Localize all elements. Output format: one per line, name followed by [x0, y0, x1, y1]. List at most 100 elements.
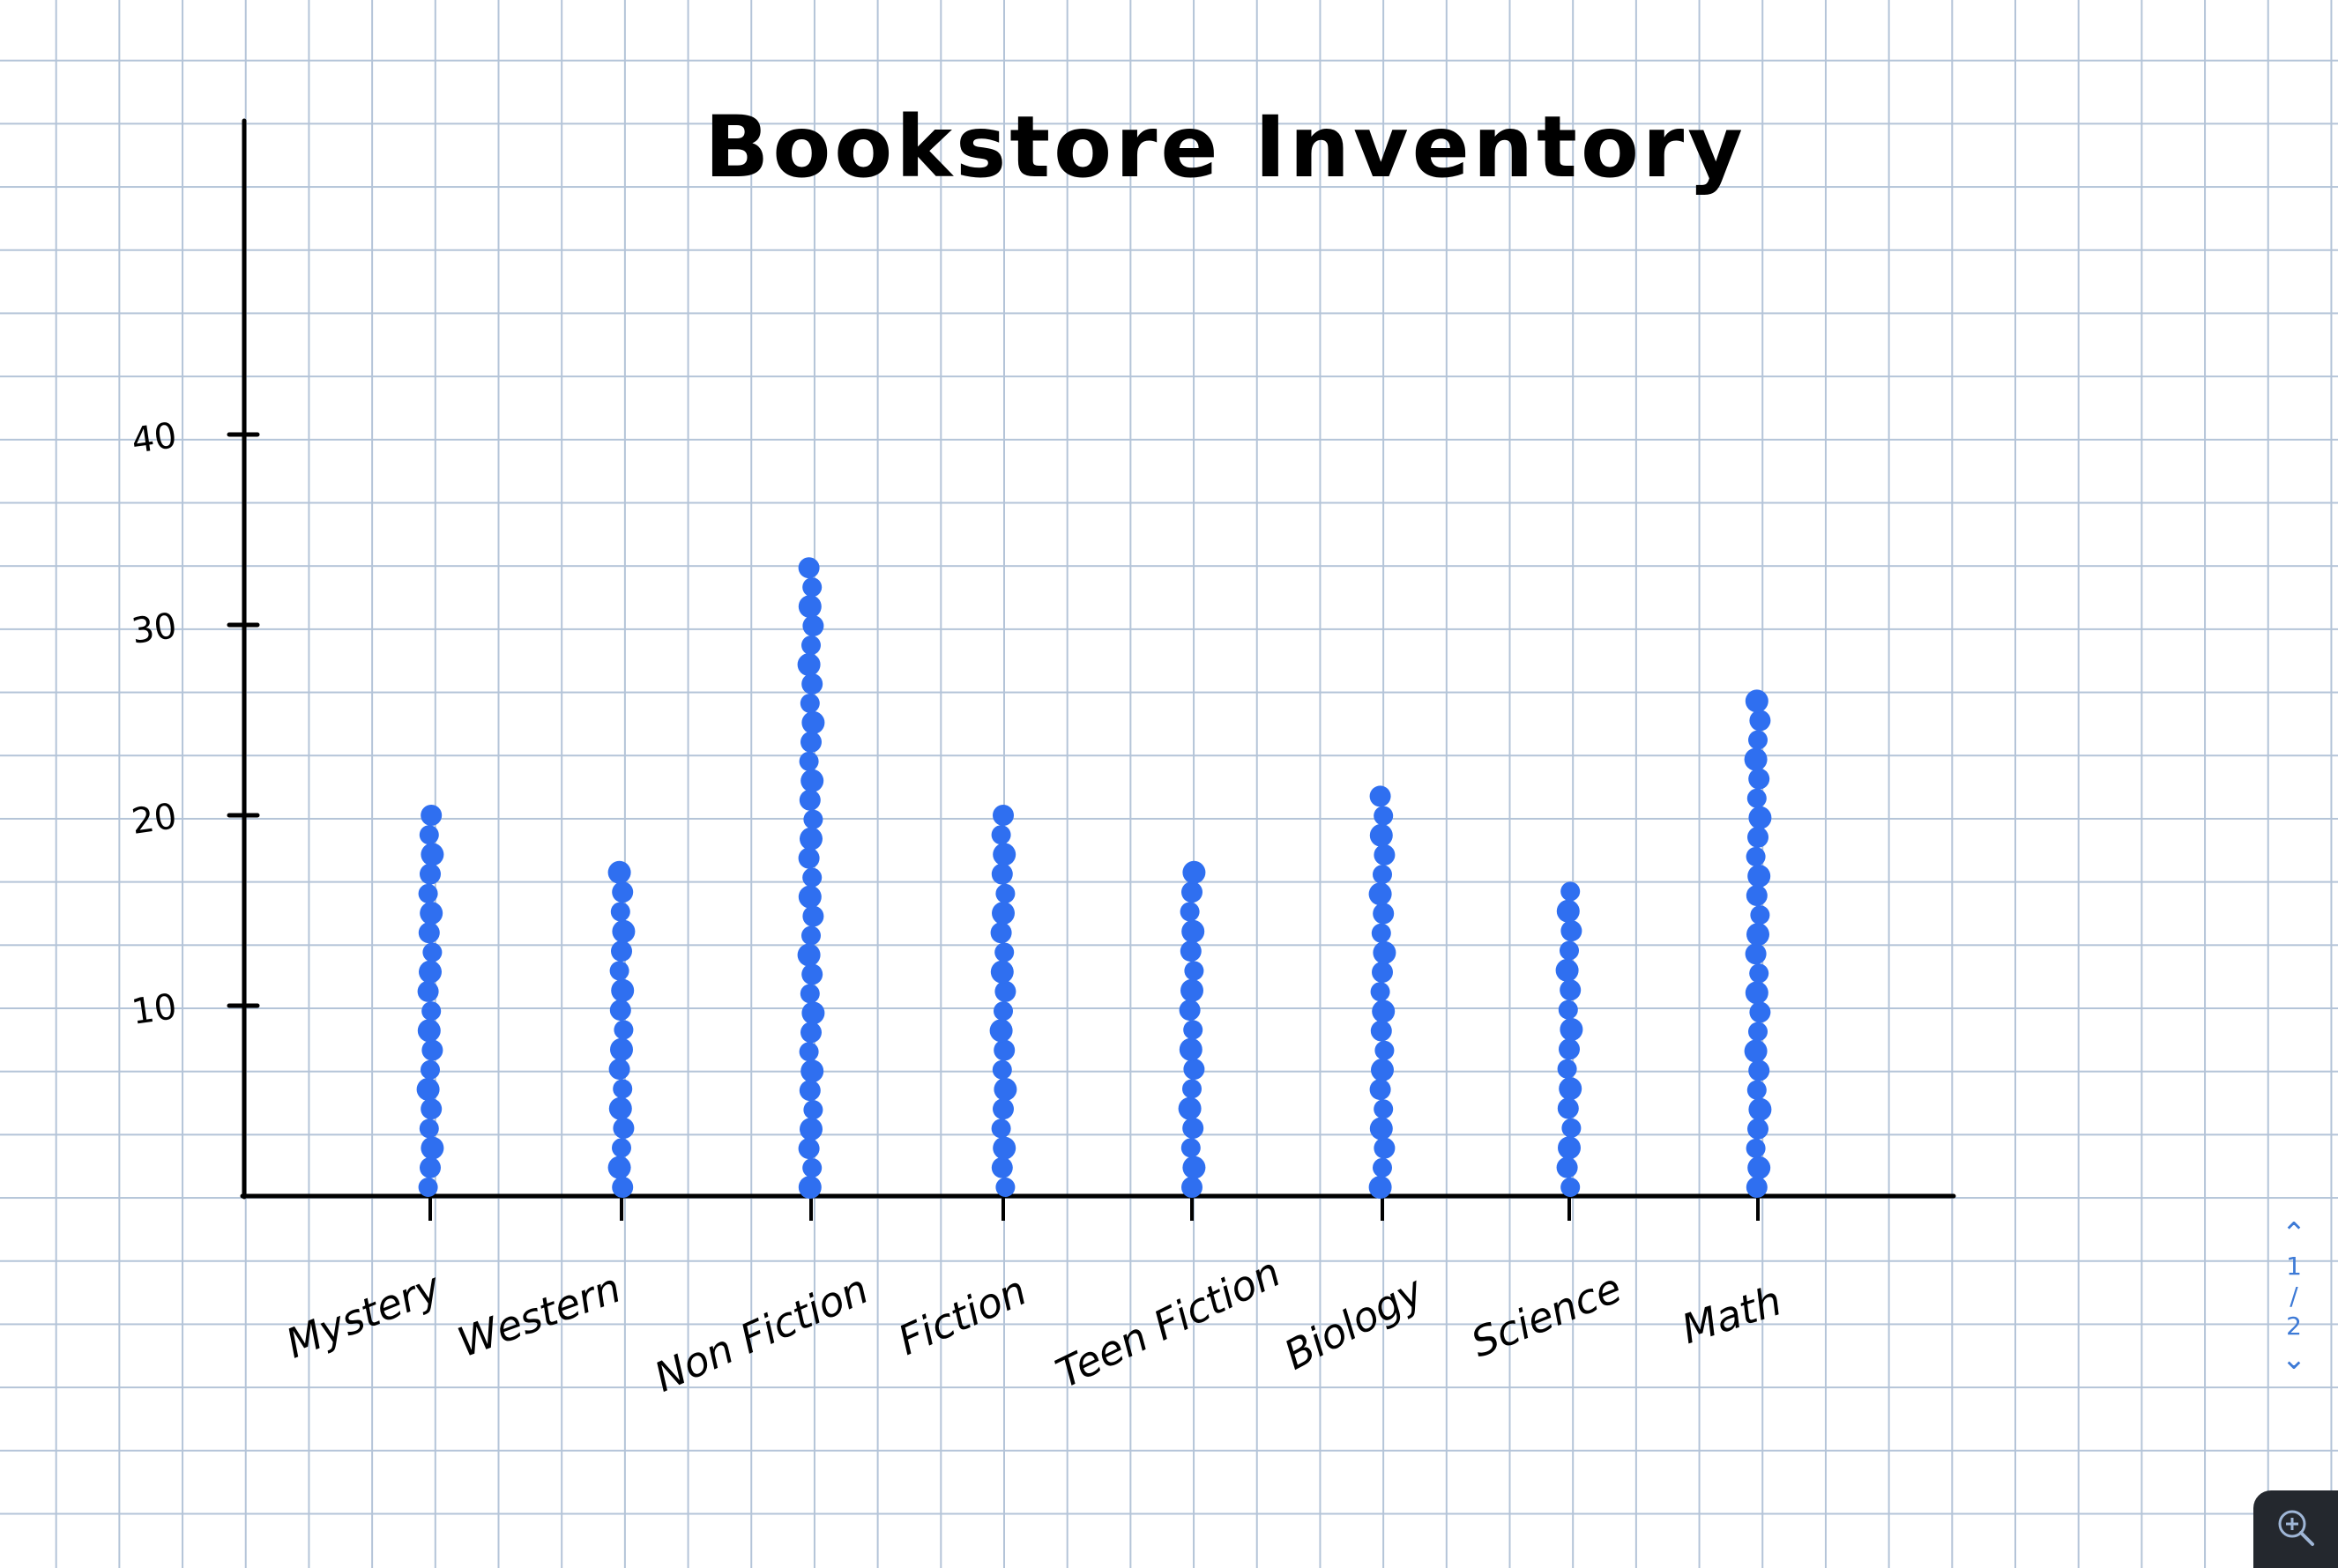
zoom-in-button[interactable]: [2253, 1490, 2338, 1568]
page-total: 2: [2286, 1312, 2302, 1341]
data-dot: [1182, 1118, 1204, 1140]
axes: [240, 118, 1956, 1200]
data-dot: [416, 1077, 440, 1101]
data-dot: [799, 1042, 819, 1062]
data-dot: [1749, 710, 1771, 732]
data-dot: [1558, 1136, 1581, 1160]
data-dot: [609, 961, 629, 981]
data-dot: [422, 942, 443, 962]
data-dot: [994, 942, 1015, 962]
data-dot: [1744, 1039, 1768, 1063]
data-dot: [1560, 881, 1581, 902]
data-dot: [1181, 881, 1203, 903]
data-dot: [607, 860, 631, 884]
page-separator: /: [2290, 1282, 2298, 1311]
data-dot: [421, 1136, 444, 1160]
data-dot: [421, 1059, 440, 1080]
data-dot: [1374, 806, 1394, 826]
data-dot: [1369, 1117, 1393, 1141]
data-dot: [1369, 1079, 1391, 1101]
data-dot: [1746, 788, 1767, 808]
page-current: 1: [2286, 1252, 2302, 1281]
data-dot: [1746, 1177, 1768, 1198]
chevron-up-icon[interactable]: ⌃: [2281, 1216, 2307, 1252]
data-dot: [419, 960, 442, 984]
data-dot: [801, 635, 821, 656]
data-dot: [1556, 899, 1580, 923]
data-dot: [1746, 1138, 1766, 1158]
data-dot: [994, 1039, 1016, 1061]
data-dot: [1178, 1096, 1202, 1120]
data-dot: [1183, 1020, 1203, 1040]
data-dot: [1374, 843, 1396, 866]
data-dot: [1559, 1038, 1580, 1060]
data-dot: [993, 1098, 1014, 1120]
data-dot: [989, 1019, 1013, 1043]
data-dot: [419, 825, 439, 845]
data-dot: [1371, 923, 1391, 943]
data-dot: [1373, 865, 1392, 885]
data-dot: [994, 980, 1016, 1002]
data-dot: [421, 1098, 443, 1120]
data-dot: [1372, 1000, 1396, 1023]
data-dot: [994, 1077, 1017, 1101]
category-label: Teen Fiction: [1048, 1248, 1287, 1397]
data-dot: [800, 769, 824, 792]
data-dot: [798, 847, 820, 869]
data-dot: [1748, 768, 1770, 790]
data-dot: [1556, 1156, 1578, 1178]
data-dot: [1748, 806, 1772, 829]
data-dot: [612, 1138, 631, 1158]
data-dot: [611, 978, 635, 1002]
data-dot: [611, 940, 632, 962]
data-dot: [802, 1158, 823, 1178]
data-dot: [613, 1118, 635, 1140]
chevron-down-icon[interactable]: ⌄: [2281, 1341, 2307, 1377]
data-dot: [613, 1079, 633, 1099]
data-dot: [1179, 1037, 1203, 1061]
data-dot: [1560, 920, 1582, 942]
data-dot: [800, 1118, 823, 1141]
data-dot: [420, 1156, 441, 1178]
data-dot: [799, 1080, 821, 1102]
data-dot: [608, 1096, 632, 1120]
data-dot: [798, 885, 822, 909]
data-dot: [418, 1178, 438, 1197]
data-dot: [612, 1177, 634, 1198]
data-dot: [1560, 979, 1582, 1001]
data-dot: [800, 984, 820, 1004]
data-dot: [1372, 962, 1393, 984]
y-ticks: 10 20 30 40: [130, 415, 260, 1033]
data-dot: [1181, 919, 1205, 943]
data-dot: [1745, 981, 1768, 1005]
data-dot: [1746, 923, 1769, 947]
data-dot: [1373, 940, 1396, 964]
data-dot: [993, 1136, 1016, 1160]
data-dot: [802, 615, 824, 637]
category-label: Fiction: [891, 1267, 1033, 1364]
category-label: Non Fiction: [647, 1265, 875, 1401]
data-dot: [1560, 1018, 1583, 1042]
y-tick-label: 30: [130, 606, 180, 652]
category-label: Western: [451, 1264, 627, 1366]
data-dot: [1368, 1176, 1392, 1199]
y-tick-label: 40: [130, 415, 180, 462]
data-dot: [800, 731, 822, 753]
zoom-in-icon: [2275, 1507, 2316, 1551]
data-dot: [803, 1100, 823, 1120]
data-dot: [798, 1138, 820, 1160]
page-navigator: ⌃ 1 / 2 ⌄: [2250, 1216, 2338, 1428]
data-dot: [1369, 785, 1391, 807]
data-dot: [610, 1037, 633, 1061]
data-dot: [607, 1156, 631, 1179]
data-dot: [992, 902, 1015, 925]
category-label: Math: [1676, 1276, 1787, 1353]
data-dot: [1180, 978, 1203, 1002]
category-label: Science: [1464, 1264, 1628, 1367]
data-dot: [1747, 826, 1768, 848]
data-dot: [418, 922, 440, 944]
data-dot: [799, 751, 819, 771]
data-dot: [990, 922, 1012, 944]
data-dot: [803, 809, 823, 829]
data-dot: [1745, 943, 1767, 965]
